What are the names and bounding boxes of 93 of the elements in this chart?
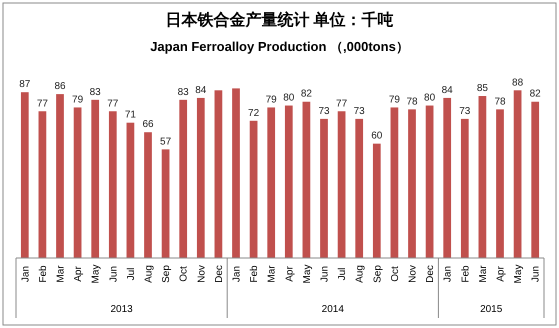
data-label: 80: [424, 92, 436, 104]
x-tick-label: Feb: [249, 264, 260, 283]
x-tick-label: Apr: [284, 266, 296, 282]
bar: [56, 94, 64, 258]
data-label: 73: [318, 106, 330, 117]
x-tick-label: Mar: [56, 264, 66, 283]
data-label: 77: [336, 98, 348, 110]
bar: [408, 109, 416, 258]
bar: [214, 90, 222, 258]
data-label: 57: [160, 136, 172, 148]
x-tick-label: Jun: [108, 266, 120, 282]
data-label: 82: [300, 88, 312, 100]
data-label: 77: [36, 98, 48, 110]
x-tick-label: Feb: [460, 264, 472, 283]
data-label: 73: [459, 106, 471, 117]
x-tick-label: Oct: [390, 266, 401, 282]
x-tick-label: Dec: [214, 265, 225, 283]
data-label: 84: [195, 84, 207, 96]
data-label: 83: [90, 86, 102, 98]
bar: [179, 100, 188, 258]
bar: [267, 107, 276, 258]
data-label: 79: [266, 94, 278, 106]
text: 2013: [110, 304, 134, 315]
x-tick-label: Feb: [38, 264, 49, 283]
bar: [108, 111, 117, 258]
bar: [196, 98, 205, 258]
bar: [460, 118, 469, 258]
data-label: 85: [476, 83, 488, 94]
bar: [478, 96, 486, 258]
x-tick-label: Jan: [442, 266, 454, 282]
text: 2015: [480, 304, 503, 315]
data-label: 73: [354, 106, 366, 117]
bar: [514, 90, 522, 258]
bar: [144, 132, 152, 258]
x-tick-label: May: [513, 264, 524, 284]
bar: [126, 122, 134, 258]
data-label: 80: [283, 92, 295, 104]
x-tick-label: May: [302, 264, 313, 284]
bar: [531, 102, 540, 258]
x-tick-label: Apr: [496, 266, 506, 282]
chart-subtitle: Japan Ferroalloy Production （,000tons）: [150, 39, 409, 54]
x-tick-label: Aug: [144, 265, 154, 283]
data-label: 79: [72, 94, 84, 106]
bar: [162, 149, 170, 258]
bar: [443, 98, 452, 258]
bar: [250, 120, 258, 258]
bar: [390, 107, 398, 258]
data-label: 83: [178, 86, 190, 98]
bar: [302, 102, 310, 258]
x-tick-label: Mar: [478, 264, 489, 283]
chart-title: 日本铁合金产量统计 单位：千吨: [165, 11, 394, 29]
data-label: 82: [530, 88, 542, 100]
data-label: 77: [107, 98, 119, 110]
data-label: 79: [388, 94, 400, 106]
bar: [91, 100, 100, 258]
x-tick-label: Jun: [320, 266, 330, 282]
bar: [20, 92, 29, 258]
bar: [355, 118, 364, 258]
bar: [74, 107, 82, 258]
bar: [320, 118, 328, 258]
x-tick-label: Nov: [408, 265, 418, 283]
data-label: 84: [442, 84, 454, 96]
x-tick-label: Jan: [20, 266, 32, 282]
x-tick-label: Sep: [372, 264, 384, 283]
x-tick-label: Jul: [337, 268, 348, 280]
x-tick-label: Dec: [425, 265, 436, 283]
x-tick-label: Jan: [232, 266, 242, 282]
x-tick-label: Nov: [196, 265, 208, 283]
data-label: 87: [19, 79, 31, 90]
data-label: 71: [124, 110, 136, 121]
bar: [372, 144, 381, 258]
bar: [284, 106, 293, 258]
bar: [232, 88, 240, 258]
data-label: 72: [248, 108, 260, 119]
data-label: 60: [371, 130, 383, 142]
bar: [496, 109, 504, 258]
text: 2014: [322, 304, 344, 315]
bar: [338, 111, 346, 258]
x-tick-label: Sep: [161, 264, 172, 283]
data-label: 66: [142, 119, 154, 130]
x-tick-label: Apr: [73, 266, 84, 282]
bar: [38, 111, 46, 258]
x-tick-label: Aug: [354, 265, 366, 283]
data-label: 88: [512, 77, 524, 88]
x-tick-label: Jul: [126, 268, 137, 280]
x-tick-label: Mar: [266, 264, 278, 283]
data-label: 78: [406, 96, 418, 108]
data-label: 78: [494, 96, 506, 108]
bar: [426, 106, 434, 258]
x-tick-label: Oct: [178, 266, 190, 282]
x-tick-label: Jun: [530, 266, 542, 282]
x-tick-label: May: [90, 264, 102, 284]
data-label: 86: [54, 81, 66, 92]
